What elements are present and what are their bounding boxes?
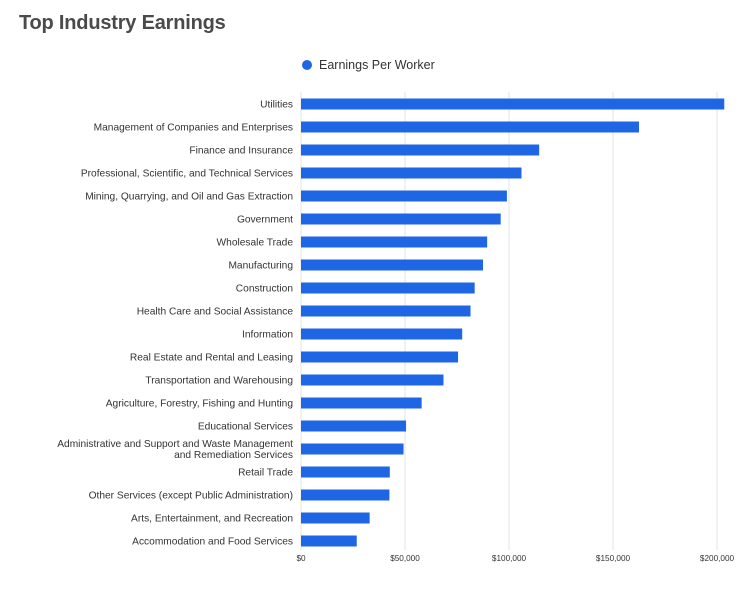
bar[interactable] bbox=[301, 512, 370, 524]
category-label: Manufacturing bbox=[228, 261, 293, 272]
legend-label: Earnings Per Worker bbox=[319, 58, 435, 72]
chart-title: Top Industry Earnings bbox=[19, 12, 226, 34]
category-label: Educational Services bbox=[198, 422, 293, 433]
bar[interactable] bbox=[301, 259, 483, 271]
category-label: Government bbox=[237, 215, 293, 226]
bar[interactable] bbox=[301, 236, 488, 248]
category-label: Finance and Insurance bbox=[189, 146, 293, 157]
category-label: Administrative and Support and Waste Man… bbox=[57, 439, 293, 461]
category-label: Health Care and Social Assistance bbox=[137, 307, 294, 318]
x-tick-label: $100,000 bbox=[492, 554, 527, 563]
category-labels: Utilities Management of Companies and Ent… bbox=[57, 100, 293, 548]
bar[interactable] bbox=[301, 351, 459, 363]
bar[interactable] bbox=[301, 282, 475, 294]
bar[interactable] bbox=[301, 535, 357, 547]
x-tick-label: $50,000 bbox=[390, 554, 420, 563]
bar[interactable] bbox=[301, 121, 639, 133]
bar[interactable] bbox=[301, 98, 725, 110]
bars bbox=[301, 98, 725, 547]
x-tick-label: $0 bbox=[296, 554, 306, 563]
bar[interactable] bbox=[301, 466, 390, 478]
category-label: Construction bbox=[236, 284, 293, 295]
legend-marker bbox=[302, 60, 312, 70]
bar[interactable] bbox=[301, 489, 390, 501]
category-label: Retail Trade bbox=[238, 468, 293, 479]
bar[interactable] bbox=[301, 443, 404, 455]
category-label: Agriculture, Forestry, Fishing and Hunti… bbox=[106, 399, 294, 410]
category-label: Other Services (except Public Administra… bbox=[89, 491, 293, 502]
bar[interactable] bbox=[301, 305, 471, 317]
x-tick-label: $200,000 bbox=[700, 554, 735, 563]
category-label: Wholesale Trade bbox=[217, 238, 294, 249]
gridlines bbox=[300, 92, 718, 550]
bar[interactable] bbox=[301, 190, 507, 202]
x-axis-ticks: $0 $50,000 $100,000 $150,000 $200,000 bbox=[296, 554, 734, 563]
category-label: Accommodation and Food Services bbox=[132, 537, 293, 548]
bar[interactable] bbox=[301, 144, 540, 156]
category-label: Professional, Scientific, and Technical … bbox=[81, 169, 293, 180]
bar[interactable] bbox=[301, 374, 444, 386]
category-label: Mining, Quarrying, and Oil and Gas Extra… bbox=[85, 192, 293, 203]
x-tick-label: $150,000 bbox=[596, 554, 631, 563]
bar[interactable] bbox=[301, 213, 501, 225]
category-label: Real Estate and Rental and Leasing bbox=[130, 353, 293, 364]
bar[interactable] bbox=[301, 397, 422, 409]
category-label: Utilities bbox=[260, 100, 293, 111]
chart-legend[interactable]: Earnings Per Worker bbox=[302, 58, 435, 72]
bar[interactable] bbox=[301, 420, 407, 432]
bar[interactable] bbox=[301, 167, 522, 179]
category-label: Arts, Entertainment, and Recreation bbox=[131, 514, 293, 525]
category-label: Management of Companies and Enterprises bbox=[94, 123, 293, 134]
category-label: Information bbox=[242, 330, 293, 341]
category-label: Transportation and Warehousing bbox=[145, 376, 293, 387]
bar[interactable] bbox=[301, 328, 463, 340]
